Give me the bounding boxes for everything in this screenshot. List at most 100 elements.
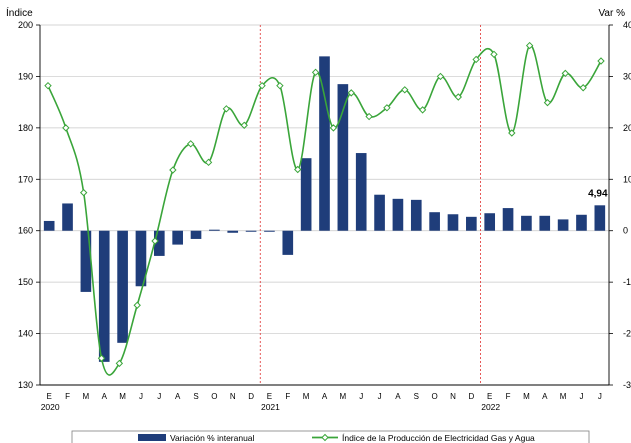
month-label: A bbox=[395, 392, 401, 401]
bar bbox=[172, 231, 183, 245]
month-label: M bbox=[303, 392, 310, 401]
left-tick-label: 140 bbox=[18, 329, 33, 339]
month-label: D bbox=[248, 392, 254, 401]
line-point bbox=[277, 83, 283, 89]
line-point bbox=[134, 302, 140, 308]
bar bbox=[117, 231, 128, 343]
data-labels: 4,94 bbox=[588, 188, 608, 199]
month-label: A bbox=[322, 392, 328, 401]
left-tick-label: 150 bbox=[18, 277, 33, 287]
left-tick-label: 190 bbox=[18, 71, 33, 81]
month-label: E bbox=[487, 392, 492, 401]
year-label: 2020 bbox=[41, 402, 60, 412]
right-axis-ticks: -30 -20 -10 0 10 20 30 40 bbox=[609, 20, 631, 390]
right-tick-label: 30 bbox=[623, 71, 631, 81]
bar bbox=[521, 216, 532, 231]
month-label: J bbox=[579, 392, 583, 401]
line-point bbox=[170, 167, 176, 173]
bar bbox=[374, 195, 385, 231]
month-label: A bbox=[175, 392, 181, 401]
bar bbox=[99, 231, 110, 362]
right-tick-label: -10 bbox=[623, 277, 631, 287]
month-label: M bbox=[119, 392, 126, 401]
left-tick-label: 160 bbox=[18, 226, 33, 236]
month-label: S bbox=[193, 392, 198, 401]
bar bbox=[448, 214, 459, 230]
right-tick-label: -20 bbox=[623, 329, 631, 339]
month-label: N bbox=[450, 392, 456, 401]
right-tick-label: 0 bbox=[623, 226, 628, 236]
year-labels: 2020 2021 2022 bbox=[41, 402, 501, 412]
bar bbox=[282, 231, 293, 255]
bar-data-label: 4,94 bbox=[588, 188, 608, 199]
bar bbox=[62, 203, 73, 230]
left-tick-label: 180 bbox=[18, 123, 33, 133]
bar bbox=[356, 153, 367, 231]
year-dividers bbox=[260, 25, 480, 385]
month-label: S bbox=[414, 392, 419, 401]
month-label: A bbox=[102, 392, 108, 401]
legend: Variación % interanual Índice de la Prod… bbox=[72, 431, 589, 443]
month-label: O bbox=[432, 392, 438, 401]
left-axis-ticks: 130 140 150 160 170 180 190 200 bbox=[18, 20, 40, 390]
right-tick-label: -30 bbox=[623, 380, 631, 390]
bar-series bbox=[44, 56, 605, 361]
year-label: 2022 bbox=[481, 402, 500, 412]
month-label: J bbox=[378, 392, 382, 401]
year-label: 2021 bbox=[261, 402, 280, 412]
line-point bbox=[313, 69, 319, 75]
bar bbox=[411, 200, 422, 231]
bar bbox=[338, 84, 349, 231]
month-label: E bbox=[47, 392, 52, 401]
left-tick-label: 130 bbox=[18, 380, 33, 390]
month-label: A bbox=[542, 392, 548, 401]
bar bbox=[227, 231, 238, 233]
month-label: F bbox=[65, 392, 70, 401]
month-label: N bbox=[230, 392, 236, 401]
bar bbox=[191, 231, 202, 239]
month-label: E bbox=[267, 392, 272, 401]
month-label: M bbox=[523, 392, 530, 401]
month-label: M bbox=[560, 392, 567, 401]
month-label: M bbox=[83, 392, 90, 401]
bar bbox=[594, 205, 605, 230]
month-label: F bbox=[506, 392, 511, 401]
bar bbox=[246, 231, 257, 232]
line-point bbox=[188, 141, 194, 147]
bar bbox=[264, 231, 275, 232]
bar bbox=[539, 216, 550, 231]
right-axis-title: Var % bbox=[599, 8, 626, 19]
month-label: J bbox=[139, 392, 143, 401]
bar bbox=[301, 158, 312, 231]
bar bbox=[393, 199, 404, 231]
month-label: J bbox=[157, 392, 161, 401]
bar bbox=[576, 215, 587, 231]
bar bbox=[466, 217, 477, 231]
month-label: O bbox=[211, 392, 217, 401]
month-label: J bbox=[598, 392, 602, 401]
right-tick-label: 40 bbox=[623, 20, 631, 30]
month-label: F bbox=[285, 392, 290, 401]
legend-line-label: Índice de la Producción de Electricidad … bbox=[342, 433, 535, 443]
legend-bar-label: Variación % interanual bbox=[170, 433, 255, 443]
bar bbox=[44, 221, 55, 231]
line-point bbox=[45, 83, 51, 89]
right-tick-label: 20 bbox=[623, 123, 631, 133]
left-axis-title: Índice bbox=[6, 6, 33, 19]
month-label: M bbox=[340, 392, 347, 401]
left-tick-label: 170 bbox=[18, 174, 33, 184]
bar bbox=[484, 213, 495, 230]
month-label: J bbox=[359, 392, 363, 401]
left-tick-label: 200 bbox=[18, 20, 33, 30]
legend-bar-swatch bbox=[138, 434, 166, 441]
bar bbox=[429, 212, 440, 231]
bar bbox=[503, 208, 514, 231]
line-point bbox=[81, 190, 87, 196]
bar bbox=[558, 219, 569, 230]
month-label: D bbox=[468, 392, 474, 401]
line-point bbox=[63, 125, 69, 131]
bar bbox=[209, 230, 220, 231]
right-tick-label: 10 bbox=[623, 174, 631, 184]
